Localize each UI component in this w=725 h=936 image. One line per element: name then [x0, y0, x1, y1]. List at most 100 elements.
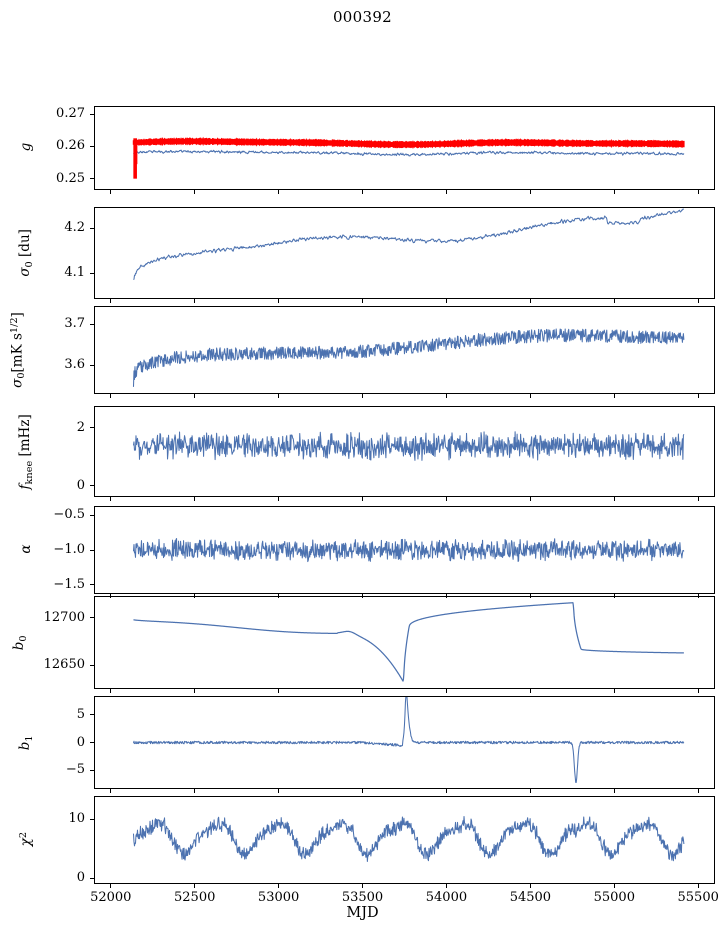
x-tick-mark-fknee-3	[362, 496, 364, 501]
plot-panel-chi2	[94, 796, 715, 884]
x-tick-mark-chi2-2	[278, 883, 280, 888]
plot-panel-fknee	[94, 406, 715, 497]
plot-panel-alpha	[94, 506, 715, 594]
x-tick-mark-sigma0_du-2	[278, 298, 280, 303]
x-tick-mark-g-6	[613, 189, 615, 194]
x-tick-label-6: 55000	[593, 890, 635, 905]
x-tick-mark-g-7	[697, 189, 699, 194]
x-tick-label-1: 52500	[174, 890, 216, 905]
y-tick-label-alpha-2: −0.5	[53, 507, 85, 523]
x-tick-mark-alpha-3	[362, 593, 364, 598]
x-tick-mark-b1-4	[445, 788, 447, 793]
y-tick-label-fknee-0: 0	[76, 477, 85, 493]
x-tick-mark-chi2-5	[529, 883, 531, 888]
y-tick-mark-b1-2	[89, 714, 94, 716]
x-tick-mark-b1-1	[194, 788, 196, 793]
x-tick-mark-sigma0_mk-7	[697, 393, 699, 398]
x-tick-mark-g-3	[362, 189, 364, 194]
plot-panel-sigma0_du	[94, 207, 715, 299]
x-tick-mark-b0-7	[697, 688, 699, 693]
x-tick-mark-fknee-0	[110, 496, 112, 501]
y-tick-mark-chi2-0	[89, 877, 94, 879]
y-tick-mark-sigma0_mk-1	[89, 323, 94, 325]
y-tick-mark-sigma0_du-1	[89, 227, 94, 229]
x-tick-mark-fknee-1	[194, 496, 196, 501]
x-tick-mark-b1-0	[110, 788, 112, 793]
y-tick-mark-b0-0	[89, 664, 94, 666]
y-tick-mark-g-2	[89, 113, 94, 115]
x-tick-mark-alpha-6	[613, 593, 615, 598]
x-tick-mark-b1-3	[362, 788, 364, 793]
y-tick-label-sigma0_mk-0: 3.6	[64, 357, 85, 373]
x-tick-mark-sigma0_mk-0	[110, 393, 112, 398]
x-tick-mark-fknee-4	[445, 496, 447, 501]
x-tick-mark-sigma0_mk-2	[278, 393, 280, 398]
x-tick-mark-sigma0_du-0	[110, 298, 112, 303]
x-tick-label-0: 52000	[90, 890, 132, 905]
y-tick-label-b1-1: 0	[76, 734, 85, 750]
page-title: 000392	[332, 8, 393, 26]
y-tick-label-g-2: 0.27	[56, 106, 85, 122]
x-tick-mark-g-4	[445, 189, 447, 194]
x-tick-mark-fknee-5	[529, 496, 531, 501]
y-tick-label-b0-1: 12700	[43, 609, 85, 625]
x-tick-mark-b1-2	[278, 788, 280, 793]
y-tick-label-sigma0_du-1: 4.2	[64, 220, 85, 236]
x-axis-label: MJD	[346, 905, 379, 921]
x-tick-mark-sigma0_mk-3	[362, 393, 364, 398]
x-tick-mark-b0-2	[278, 688, 280, 693]
x-tick-mark-chi2-3	[362, 883, 364, 888]
y-tick-mark-alpha-1	[89, 549, 94, 551]
y-tick-mark-sigma0_du-0	[89, 272, 94, 274]
x-tick-mark-fknee-6	[613, 496, 615, 501]
x-tick-label-5: 54500	[509, 890, 552, 905]
x-tick-mark-g-1	[194, 189, 196, 194]
x-tick-mark-b0-6	[613, 688, 615, 693]
x-tick-mark-sigma0_du-5	[529, 298, 531, 303]
x-tick-mark-chi2-6	[613, 883, 615, 888]
y-tick-mark-alpha-0	[89, 584, 94, 586]
y-tick-mark-g-1	[89, 145, 94, 147]
x-tick-mark-alpha-4	[445, 593, 447, 598]
x-tick-mark-chi2-7	[697, 883, 699, 888]
y-axis-label-g: g	[18, 142, 34, 152]
y-tick-mark-sigma0_mk-0	[89, 364, 94, 366]
y-tick-mark-fknee-1	[89, 427, 94, 429]
y-tick-label-b1-0: −5	[65, 762, 85, 778]
x-tick-mark-chi2-1	[194, 883, 196, 888]
y-tick-label-alpha-1: −1.0	[53, 542, 85, 557]
x-tick-mark-b0-5	[529, 688, 531, 693]
x-tick-mark-alpha-5	[529, 593, 531, 598]
x-tick-mark-sigma0_du-4	[445, 298, 447, 303]
x-tick-mark-sigma0_du-6	[613, 298, 615, 303]
x-tick-mark-b0-3	[362, 688, 364, 693]
x-tick-mark-sigma0_mk-4	[445, 393, 447, 398]
x-tick-label-4: 54000	[425, 890, 468, 905]
y-tick-label-chi2-1: 10	[68, 811, 85, 827]
x-tick-mark-sigma0_du-3	[362, 298, 364, 303]
x-tick-mark-alpha-2	[278, 593, 280, 598]
x-tick-label-7: 55500	[677, 890, 719, 905]
x-tick-mark-alpha-7	[697, 593, 699, 598]
x-tick-mark-b0-4	[445, 688, 447, 693]
y-tick-mark-chi2-1	[89, 818, 94, 820]
x-tick-mark-b1-7	[697, 788, 699, 793]
y-tick-mark-b1-0	[89, 769, 94, 771]
x-tick-mark-alpha-0	[110, 593, 112, 598]
y-tick-mark-b0-1	[89, 617, 94, 619]
y-tick-mark-b1-1	[89, 742, 94, 744]
plot-panel-sigma0_mk	[94, 306, 715, 394]
plot-panel-b0	[94, 596, 715, 689]
y-tick-label-b0-0: 12650	[43, 657, 85, 673]
x-tick-mark-chi2-0	[110, 883, 112, 888]
x-tick-mark-sigma0_mk-1	[194, 393, 196, 398]
x-tick-mark-sigma0_du-7	[697, 298, 699, 303]
x-tick-mark-chi2-4	[445, 883, 447, 888]
y-tick-label-sigma0_du-0: 4.1	[64, 265, 85, 281]
x-tick-mark-alpha-1	[194, 593, 196, 598]
x-tick-mark-b1-5	[529, 788, 531, 793]
x-tick-mark-sigma0_mk-6	[613, 393, 615, 398]
y-tick-label-fknee-1: 2	[76, 419, 85, 435]
x-tick-mark-b0-0	[110, 688, 112, 693]
